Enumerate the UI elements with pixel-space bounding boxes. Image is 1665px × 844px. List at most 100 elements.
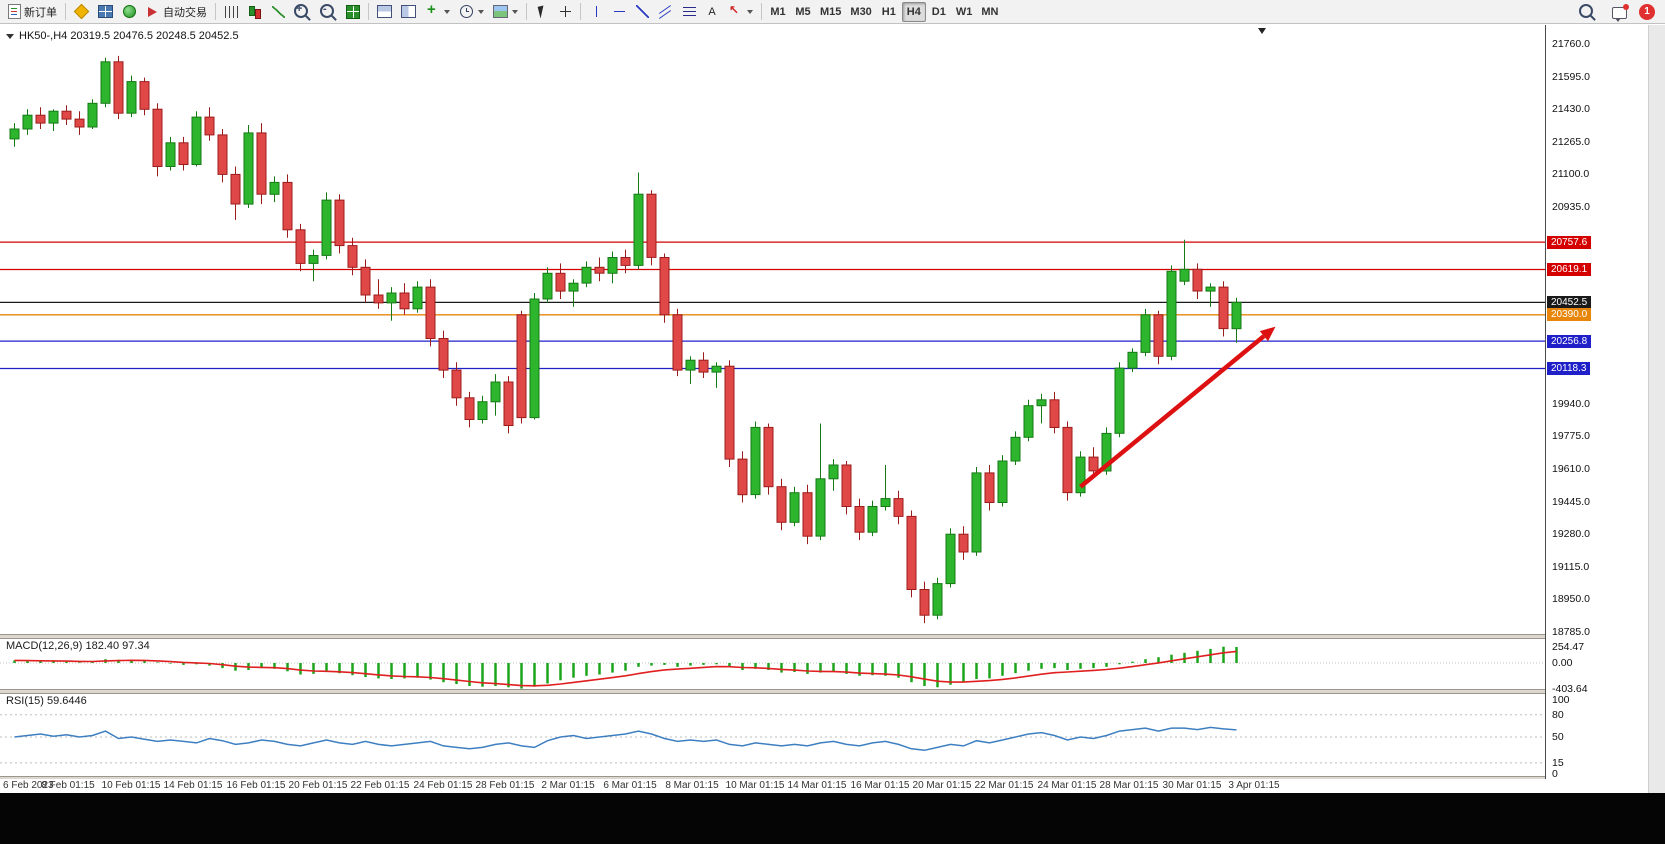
metaquotes-button[interactable] [70,2,93,22]
time-axis[interactable]: 6 Feb 2023 8 Feb 01:15 10 Feb 01:15 14 Feb … [0,779,1648,793]
button-label: M15 [820,5,842,18]
main-toolbar: 新订单 自动交易 A M1 M5 M15 M30 H1 H4 D1 W1 MN 1 [0,0,1665,24]
candle-body [217,134,228,175]
arrowtool-icon [728,3,743,19]
notifications-badge[interactable]: 1 [1639,3,1655,20]
crosshair-icon [558,5,572,18]
toolbar-separator [368,3,369,20]
trendline-button[interactable] [631,2,653,22]
pane-splitter[interactable] [0,634,1648,639]
chat-button[interactable] [1608,2,1631,22]
candle-body [776,486,787,523]
price-axis[interactable]: 21760.0 21595.0 21430.0 21265.0 21100.0 20935… [1545,25,1648,780]
cascade-windows-button[interactable] [397,2,420,22]
bar-chart-button[interactable] [220,2,242,22]
time-axis-label: 6 Feb 2023 [3,780,54,791]
time-axis-label: 8 Mar 01:15 [665,780,719,791]
chart-window[interactable]: HK50-,H4 20319.5 20476.5 20248.5 20452.5… [0,25,1665,793]
cursor-button[interactable] [531,2,553,22]
button-label: A [708,5,716,18]
rsi-line [14,726,1237,752]
candle-body [1179,268,1190,282]
time-axis-label: 28 Feb 01:15 [475,780,535,791]
button-label: 自动交易 [163,6,207,19]
candle-body [35,114,46,124]
fibonacci-button[interactable] [678,2,700,22]
candle-body [477,401,488,421]
new-order-button[interactable]: 新订单 [4,2,61,22]
price-level-badge: 20757.6 [1547,236,1592,249]
candle-body [789,492,800,523]
time-axis-label: 22 Mar 01:15 [974,780,1034,791]
candle-body [698,359,709,373]
timeframe-m15-button[interactable]: M15 [816,2,845,22]
templates-button[interactable] [489,2,522,22]
candle-body [334,199,345,247]
pane-splitter[interactable] [0,689,1648,694]
timeframe-m1-button[interactable]: M1 [766,2,790,22]
text-button[interactable]: A [701,2,723,22]
candle-body [1101,432,1112,472]
chat-icon [1612,3,1629,22]
candle-body [1075,456,1086,494]
price-axis-label: 20935.0 [1552,201,1590,213]
candle-body [243,132,254,205]
price-axis-label: 19940.0 [1552,398,1590,410]
price-level-badge: 20619.1 [1547,263,1592,276]
horizontal-line-button[interactable] [608,2,630,22]
zoom-out-button[interactable] [316,2,341,22]
community-button[interactable] [118,2,140,22]
price-level-badge: 20118.3 [1547,362,1591,375]
line-chart-button[interactable] [267,2,289,22]
candle-body [451,369,462,399]
vertical-line-button[interactable] [585,2,607,22]
candle-body [61,110,72,120]
search-button[interactable] [1575,2,1600,22]
timeframe-h1-button[interactable]: H1 [877,2,901,22]
candle-body [568,282,579,292]
periods-button[interactable] [455,2,488,22]
timeframe-w1-button[interactable]: W1 [952,2,977,22]
crosshair-button[interactable] [554,2,576,22]
arrows-button[interactable] [724,2,757,22]
price-level-badge: 20390.0 [1547,308,1592,321]
chart-shift-marker-icon[interactable] [1258,28,1266,34]
toolbar-separator [65,3,66,20]
candle-body [230,173,241,205]
button-label: M1 [770,5,786,18]
candle-body [724,365,735,460]
cursor-icon [537,5,547,19]
new-chart-button[interactable] [342,2,364,22]
time-axis-label: 3 Apr 01:15 [1228,780,1280,791]
macd-axis-label: 254.47 [1552,641,1585,653]
auto-trading-button[interactable]: 自动交易 [141,2,211,22]
market-watch-button[interactable] [94,2,117,22]
candle-body [87,102,98,128]
channel-icon [658,5,673,19]
main-chart-canvas[interactable] [0,25,1545,635]
annotation-arrow[interactable] [1079,334,1266,489]
chart-collapse-icon[interactable] [6,33,14,39]
zoom-in-button[interactable] [290,2,315,22]
channel-button[interactable] [654,2,677,22]
candle-body [386,292,397,304]
timeframe-m30-button[interactable]: M30 [846,2,875,22]
price-axis-label: 18950.0 [1552,593,1590,605]
rsi-canvas[interactable] [0,693,1545,777]
macd-canvas[interactable] [0,638,1545,690]
time-axis-label: 20 Feb 01:15 [288,780,348,791]
dropdown-arrow-icon [512,9,518,14]
timeframe-mn-button[interactable]: MN [977,2,1002,22]
candlestick-chart-button[interactable] [243,2,266,22]
toolbar-separator [215,3,216,20]
price-axis-label: 21430.0 [1552,103,1590,115]
template-icon [493,5,508,18]
candle-body [503,381,514,426]
timeframe-h4-button[interactable]: H4 [901,1,926,22]
tile-windows-button[interactable] [373,2,396,22]
timeframe-m5-button[interactable]: M5 [791,2,815,22]
timeframe-d1-button[interactable]: D1 [927,2,951,22]
indicators-button[interactable] [421,2,454,22]
candle-body [425,286,436,340]
